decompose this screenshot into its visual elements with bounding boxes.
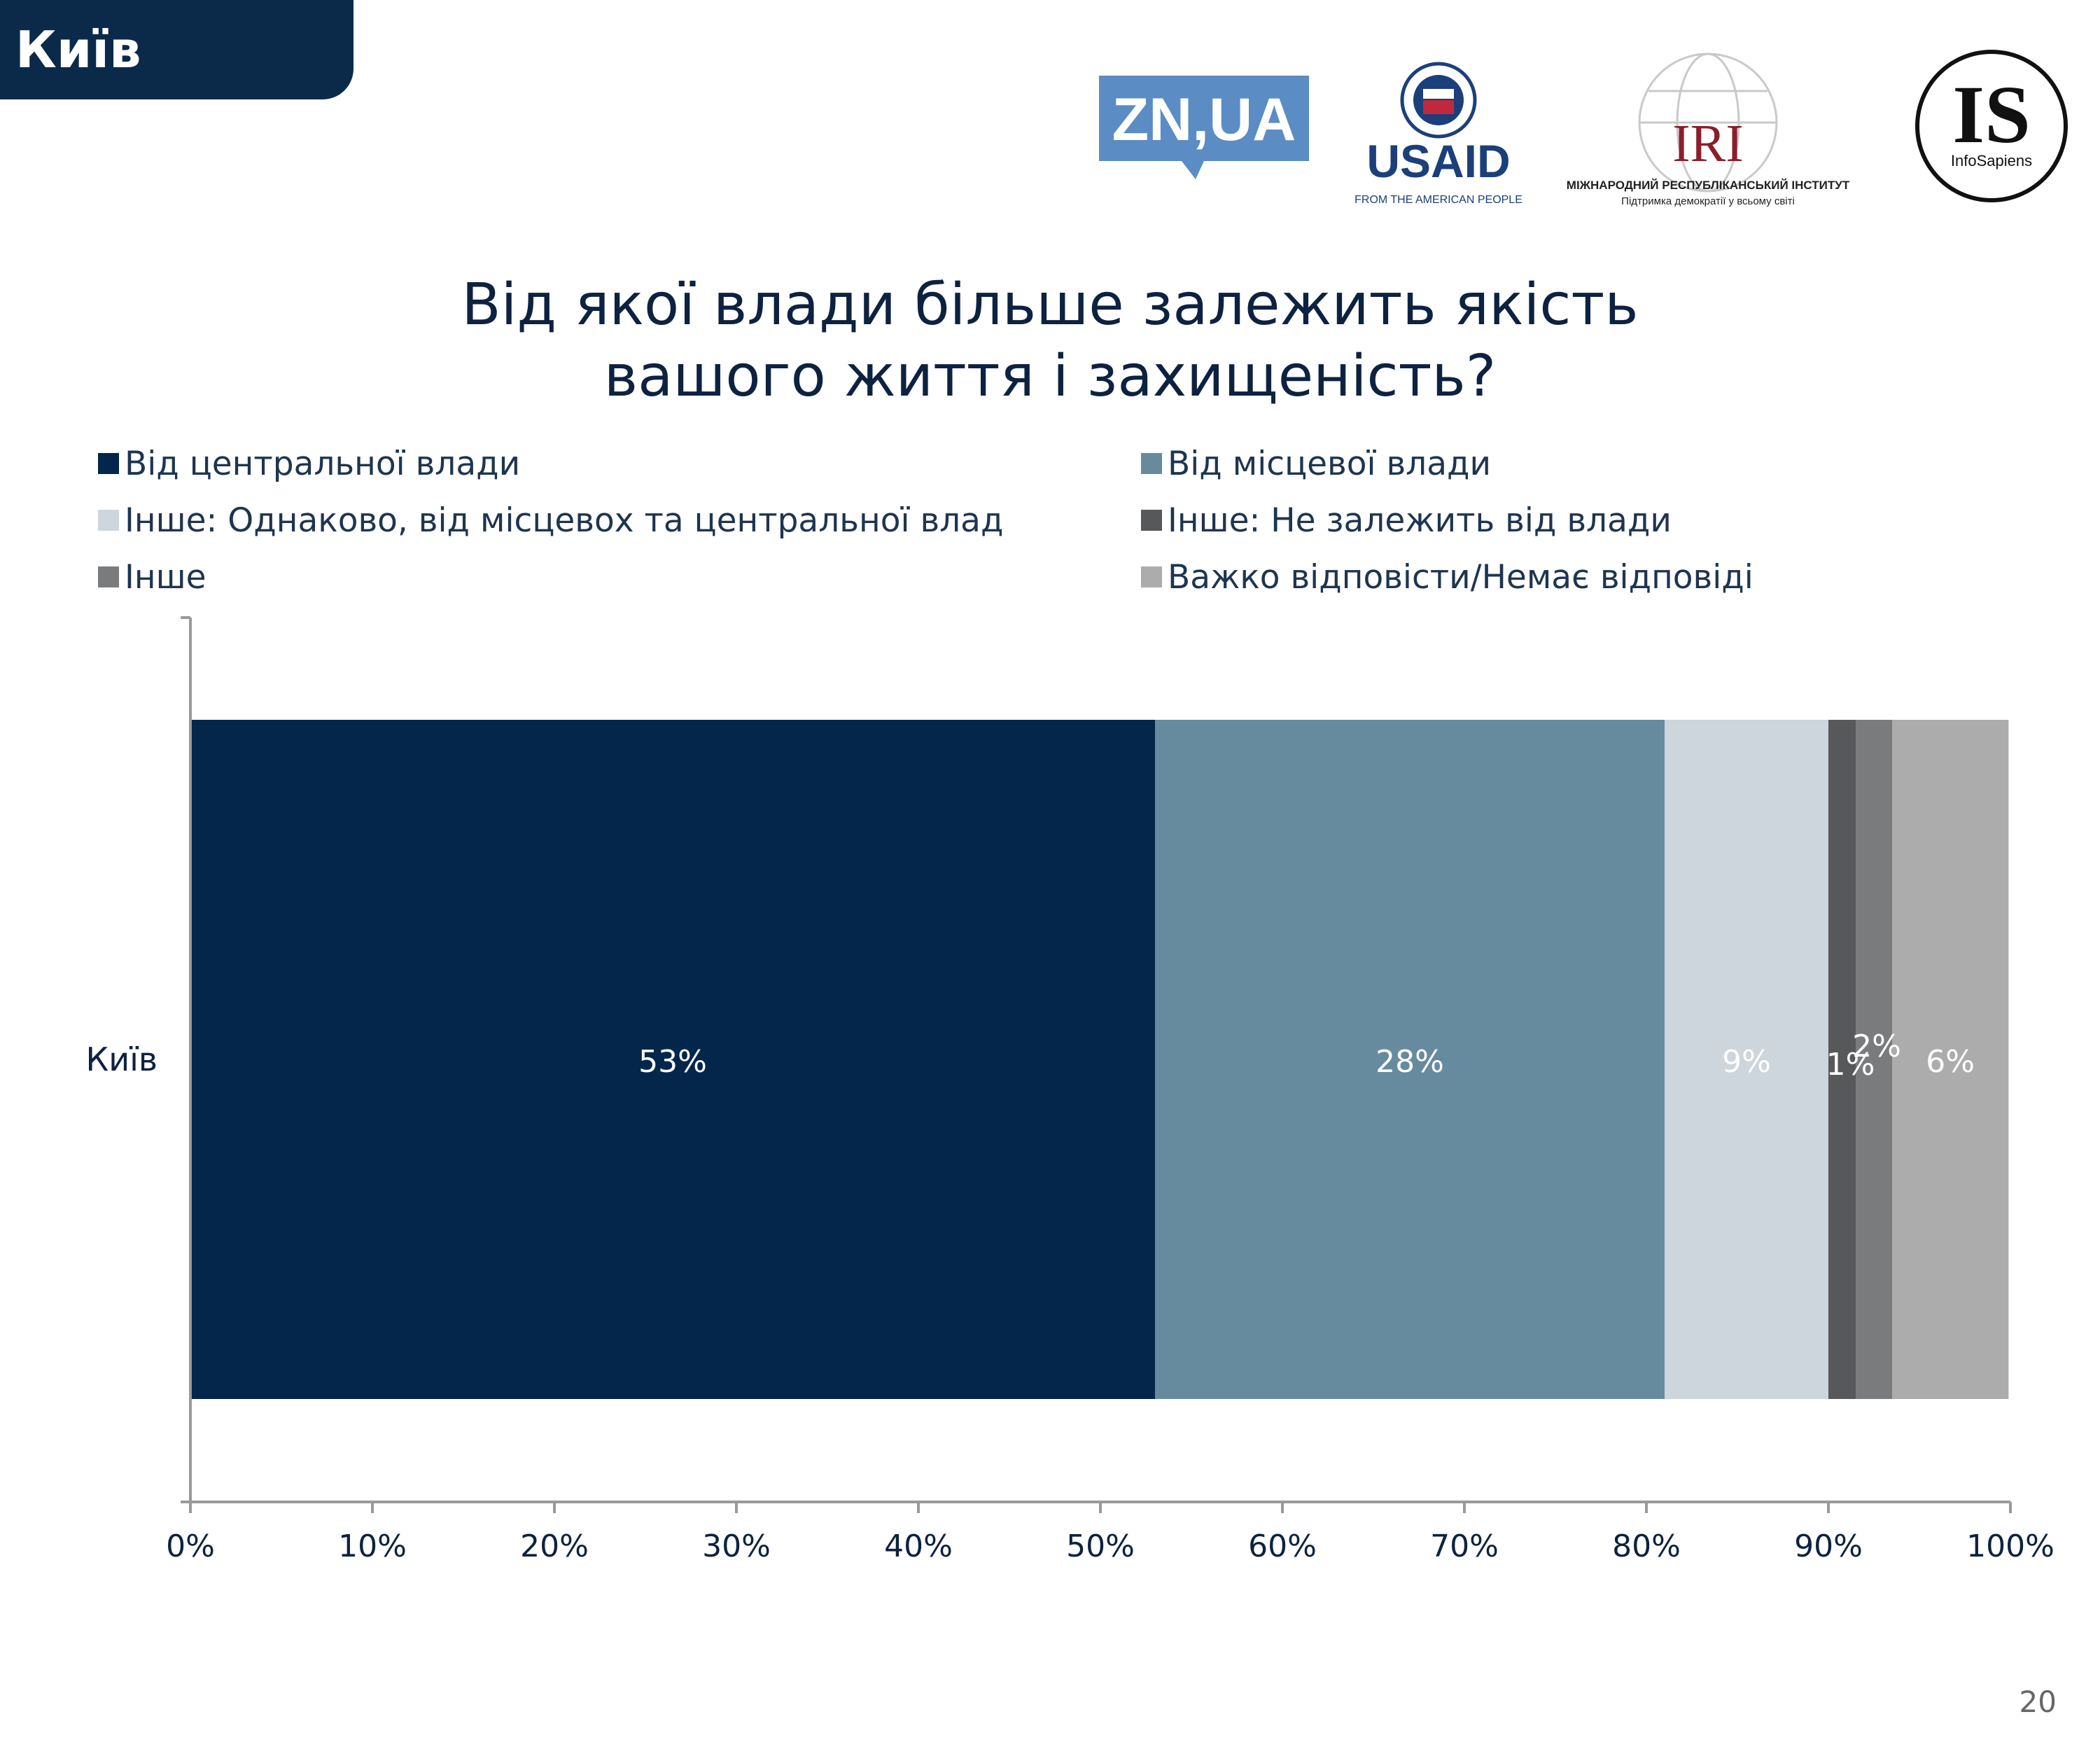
chart-title: Від якої влади більше залежить якість ва… — [0, 270, 2100, 412]
legend-swatch — [98, 510, 119, 531]
chart-title-line-1: Від якої влади більше залежить якість — [461, 272, 1639, 338]
legend-item-central: Від центральної влади — [98, 441, 520, 486]
x-tick-label: 90% — [1794, 1529, 1863, 1564]
x-tick-label: 20% — [520, 1529, 589, 1564]
svg-text:ZN,UA: ZN,UA — [1112, 86, 1296, 153]
legend-swatch — [1141, 566, 1162, 587]
page-number: 20 — [2019, 1685, 2057, 1719]
bar-segment-0 — [190, 720, 1155, 1399]
svg-text:IS: IS — [1952, 69, 2031, 160]
infosapiens-logo: IS InfoSapiens — [1915, 50, 2068, 202]
bar-data-label-2: 9% — [1722, 1044, 1771, 1080]
bar-data-label-0: 53% — [638, 1044, 707, 1080]
svg-text:IRI: IRI — [1672, 114, 1743, 173]
legend-swatch — [98, 566, 119, 587]
svg-text:USAID: USAID — [1366, 135, 1510, 187]
legend-swatch — [1141, 453, 1162, 474]
legend-item-local: Від місцевої влади — [1141, 441, 1491, 486]
legend-label: Важко відповісти/Немає відповіді — [1168, 557, 1754, 597]
zn-ua-logo: ZN,UA — [1099, 76, 1309, 179]
legend-item-independent: Інше: Не залежить від влади — [1141, 498, 1672, 543]
chart-title-line-2: вашого життя і захищеність? — [603, 343, 1497, 410]
x-tick-label: 100% — [1966, 1529, 2054, 1564]
usaid-logo: USAID FROM THE AMERICAN PEOPLE — [1354, 62, 1522, 206]
legend-swatch — [98, 453, 119, 474]
legend-label: Від центральної влади — [125, 444, 521, 483]
x-tick-label: 60% — [1248, 1529, 1317, 1564]
chart-legend: Від центральної влади Від місцевої влади… — [98, 441, 1988, 609]
x-tick-label: 10% — [338, 1529, 407, 1564]
chart-axes — [181, 616, 2012, 1513]
legend-label: Від місцевої влади — [1168, 444, 1492, 483]
x-tick-label: 40% — [884, 1529, 953, 1564]
legend-label: Інше — [125, 557, 206, 597]
svg-text:МІЖНАРОДНИЙ РЕСПУБЛІКАНСЬКИЙ І: МІЖНАРОДНИЙ РЕСПУБЛІКАНСЬКИЙ ІНСТИТУТ — [1567, 179, 1850, 192]
sponsor-logos: ZN,UA USAID FROM THE AMERICAN PEOPLE IRI… — [1092, 42, 2072, 217]
legend-item-both: Інше: Однаково, від місцевох та централь… — [98, 498, 1003, 543]
x-tick-label: 30% — [702, 1529, 771, 1564]
bar-segment-5 — [1892, 720, 2009, 1399]
legend-item-hard-to-say: Важко відповісти/Немає відповіді — [1141, 555, 1754, 599]
svg-text:Підтримка демократії у всьому: Підтримка демократії у всьому світі — [1621, 195, 1795, 207]
x-tick-label: 50% — [1066, 1529, 1135, 1564]
svg-text:FROM THE AMERICAN PEOPLE: FROM THE AMERICAN PEOPLE — [1354, 194, 1522, 206]
legend-label: Інше: Однаково, від місцевох та централь… — [125, 501, 1004, 540]
bar-segment-1 — [1155, 720, 1665, 1399]
x-tick-label: 0% — [166, 1529, 215, 1564]
x-tick-label: 70% — [1430, 1529, 1499, 1564]
category-labels: Київ — [86, 1040, 158, 1078]
svg-text:InfoSapiens: InfoSapiens — [1951, 152, 2032, 169]
x-tick-labels: 0% 10% 20% 30% 40% 50% 60% 70% 80% 90% 100% — [166, 1529, 2054, 1564]
bar-data-label-4: 2% — [1852, 1029, 1901, 1064]
iri-logo: IRI МІЖНАРОДНИЙ РЕСПУБЛІКАНСЬКИЙ ІНСТИТУ… — [1567, 53, 1850, 207]
section-tab: Київ — [0, 0, 354, 99]
bar-segment-2 — [1665, 720, 1828, 1399]
legend-swatch — [1141, 510, 1162, 531]
bar-data-labels: 53% 28% 9% 1%2% 6% — [638, 1029, 1975, 1083]
bar-segment-3 — [1828, 720, 1856, 1399]
bar-data-label-3: 1% — [1826, 1047, 1875, 1083]
bar-segments — [190, 720, 2009, 1399]
bar-segment-4 — [1856, 720, 1892, 1399]
category-label: Київ — [86, 1040, 158, 1078]
section-tab-label: Київ — [15, 20, 141, 79]
bar-data-label-1: 28% — [1376, 1044, 1444, 1080]
x-tick-label: 80% — [1612, 1529, 1681, 1564]
legend-label: Інше: Не залежить від влади — [1168, 501, 1672, 540]
legend-item-other: Інше — [98, 555, 206, 599]
bar-data-label-5: 6% — [1926, 1044, 1975, 1080]
